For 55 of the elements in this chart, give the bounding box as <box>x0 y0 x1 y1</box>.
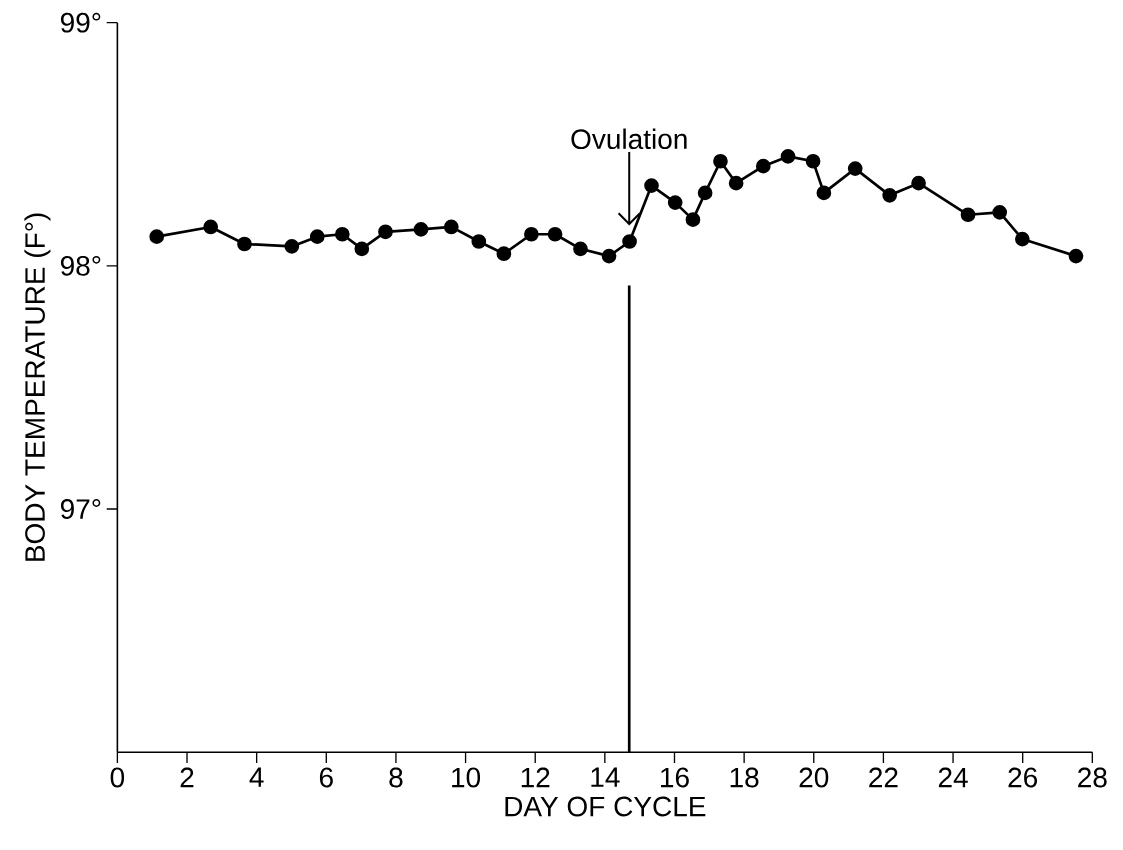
x-axis-title: DAY OF CYCLE <box>505 796 706 817</box>
point <box>667 195 683 211</box>
y-tick-label: 98° <box>60 256 101 276</box>
point <box>911 176 926 191</box>
point <box>713 154 728 169</box>
point <box>378 224 393 240</box>
point <box>805 154 821 169</box>
point <box>728 176 744 191</box>
y-tick-label: 99° <box>60 12 101 33</box>
point <box>847 161 863 177</box>
point <box>697 185 713 201</box>
x-tick-label: 8 <box>389 767 403 788</box>
point <box>334 227 350 242</box>
x-tick-label: 28 <box>1078 767 1107 788</box>
point <box>284 239 300 254</box>
point <box>601 248 617 264</box>
point <box>622 234 637 250</box>
point <box>816 185 832 201</box>
point <box>685 212 701 228</box>
point <box>443 219 459 235</box>
x-tick-label: 22 <box>869 767 898 788</box>
point <box>1068 248 1084 264</box>
point <box>496 246 512 262</box>
x-tick-label: 20 <box>799 767 829 788</box>
x-tick-label: 2 <box>180 767 194 788</box>
point <box>992 205 1008 220</box>
point <box>471 234 487 250</box>
x-tick-label: 12 <box>521 767 550 788</box>
point <box>237 236 252 252</box>
y-axis-title: BODY TEMPERATURE (F°) <box>24 213 51 562</box>
point <box>644 178 659 194</box>
x-tick-label: 16 <box>661 767 689 788</box>
point <box>573 241 588 257</box>
point <box>413 222 429 237</box>
point <box>547 227 563 242</box>
x-tick-label: 10 <box>452 767 481 788</box>
ref-line-label: Ovulation <box>571 128 687 150</box>
point <box>780 149 796 164</box>
x-tick-label: 24 <box>938 767 968 788</box>
x-tick-label: 6 <box>319 767 333 788</box>
point <box>755 159 771 174</box>
x-tick-label: 4 <box>249 767 264 788</box>
point <box>309 229 325 245</box>
point <box>960 207 976 223</box>
x-tick-label: 18 <box>730 767 759 788</box>
x-tick-label: 14 <box>591 767 620 788</box>
y-tick-label: 97° <box>60 499 101 520</box>
point <box>149 229 165 245</box>
point <box>354 241 370 257</box>
point <box>1015 231 1030 247</box>
point <box>203 219 219 235</box>
point <box>524 227 539 242</box>
point <box>882 188 898 203</box>
x-tick-label: 26 <box>1008 767 1038 788</box>
x-tick-label: 0 <box>110 767 125 788</box>
